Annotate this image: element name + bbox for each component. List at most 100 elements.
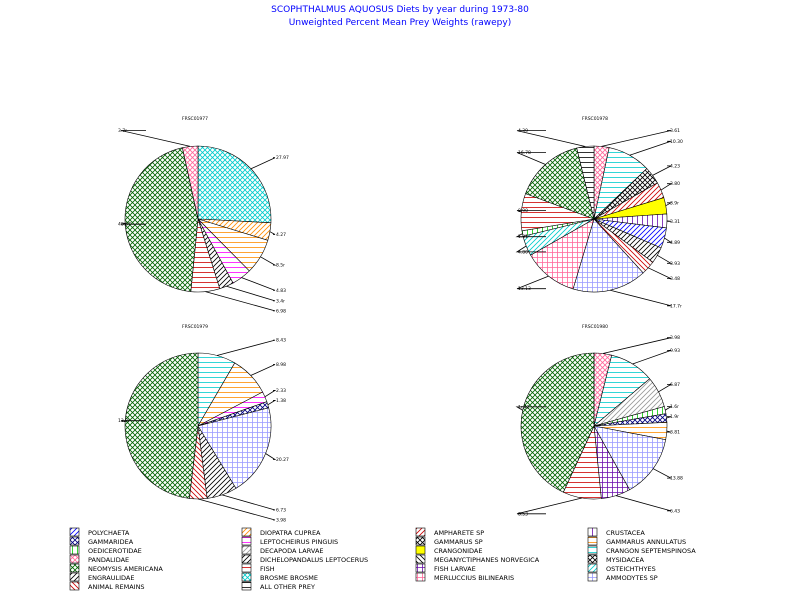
slice-value-label: 6.87	[670, 382, 680, 388]
leader-line	[516, 275, 549, 290]
legend-swatch	[241, 545, 252, 555]
legend-label: CRANGONIDAE	[434, 547, 482, 555]
slice-value-label: 3.81	[670, 430, 680, 436]
pie-slice-ammodytes-sp	[572, 218, 644, 293]
pie-title: FRSC01980	[582, 324, 608, 330]
leader-line	[666, 430, 672, 433]
leader-line	[226, 285, 276, 302]
legend-item-crangonidae: CRANGONIDAE	[415, 545, 482, 555]
pie-chart: FRSC01979 8.43 8.98 2.33 1.38 20.27 6.73 3.98 13…	[118, 324, 289, 524]
leader-line	[269, 231, 276, 235]
legend-label: POLYCHAETA	[88, 529, 130, 537]
leader-line	[120, 130, 191, 147]
slice-value-label: 4.27	[276, 232, 286, 238]
leader-line	[610, 289, 672, 307]
legend-item-ammodytes-sp: AMMODYTES SP	[587, 572, 658, 582]
legend-swatch	[587, 536, 598, 546]
slice-value-label: 4.39	[518, 128, 528, 134]
legend-item-all-other-prey: ALL OTHER PREY	[241, 581, 315, 591]
legend-item-fish: FISH	[241, 563, 275, 573]
leader-line	[516, 210, 546, 213]
legend-label: DIOPATRA CUPREA	[260, 529, 321, 537]
slice-value-label: 4.83	[276, 288, 286, 294]
legend-label: GAMMARUS ANNULATUS	[606, 538, 686, 546]
legend-label: MEGANYCTIPHANES NORVEGICA	[434, 556, 540, 564]
leader-line	[216, 339, 276, 356]
legend-label: CRUSTACEA	[606, 529, 645, 537]
legend-swatch	[241, 554, 252, 564]
legend-label: BROSME BROSME	[260, 574, 318, 582]
slice-value-label: 3.98	[670, 335, 680, 341]
legend-swatch	[69, 545, 80, 555]
pie-slice-neomysis-americana	[124, 147, 199, 292]
legend-label: MERLUCCIUS BILINEARIS	[434, 574, 514, 582]
leader-line	[250, 157, 276, 170]
leader-line	[515, 245, 546, 253]
slice-value-label: 48.67	[118, 222, 131, 228]
pie-slice-brosme-brosme	[197, 145, 272, 224]
slice-value-label: 10.30	[670, 139, 683, 145]
leader-line	[515, 233, 546, 238]
legend-item-diopatra-cuprea: DIOPATRA CUPREA	[241, 527, 321, 537]
leader-line	[664, 237, 673, 243]
slice-value-label: 27.97	[276, 155, 289, 161]
legend-item-mysidacea: MYSIDACEA	[587, 554, 644, 564]
leader-line	[615, 495, 672, 512]
legend-item-osteichthyes: OSTEICHTHYES	[587, 563, 656, 573]
pie-chart: FRSC01980 3.98 9.93 6.87 1.6r 1.9r 3.81 13.88 6.…	[515, 324, 683, 517]
slice-value-label: 8.5r	[276, 263, 285, 269]
pie-chart: FRSC01977 27.97 4.27 8.5r 4.83 3.4r 6.98 3.7r 48…	[118, 116, 289, 314]
pie-slice-ammodytes-sp	[593, 425, 667, 491]
legend-item-crustacea: CRUSTACEA	[587, 527, 645, 537]
legend-swatch	[241, 527, 252, 537]
slice-value-label: 6.98	[276, 308, 286, 314]
leader-line	[221, 494, 276, 511]
slice-value-label: 3.31	[670, 219, 680, 225]
legend-label: CRANGON SEPTEMSPINOSA	[606, 547, 696, 555]
slice-value-label: 3.4r	[276, 298, 285, 304]
leader-line	[632, 349, 672, 365]
slice-value-label: 3.80	[670, 181, 680, 187]
leader-line	[516, 152, 546, 165]
legend-label: OEDICEROTIDAE	[88, 547, 142, 555]
legend-label: ENGRAULIDAE	[88, 574, 134, 582]
legend-label: AMMODYTES SP	[606, 574, 658, 582]
slice-value-label: 3.93	[670, 261, 680, 267]
legend-swatch	[415, 554, 426, 564]
leader-line	[205, 291, 276, 312]
leader-line	[658, 383, 673, 393]
pies-layer: FRSC01977 27.97 4.27 8.5r 4.83 3.4r 6.98 3.7r 48…	[118, 116, 683, 524]
leader-line	[601, 130, 672, 147]
slice-value-label: 4.89	[670, 240, 680, 246]
legend-item-meganyctiphanes-norvegica: MEGANYCTIPHANES NORVEGICA	[415, 554, 540, 564]
legend-item-animal-remains: ANIMAL REMAINS	[69, 581, 145, 591]
slice-value-label: 3.48	[670, 276, 680, 282]
slice-value-label: 1r.42	[518, 404, 530, 410]
pie-slice-all-other-prey	[576, 145, 595, 220]
legend-label: GAMMARUS SP	[434, 538, 483, 546]
legend-swatch	[415, 527, 426, 537]
leader-line	[265, 453, 277, 460]
leader-line	[198, 498, 276, 521]
leader-line	[250, 364, 276, 376]
pie-slice-neomysis-americana	[124, 352, 199, 499]
legend-item-leptocheirus-pinguis: LEPTOCHEIRUS PINGUIS	[241, 536, 338, 546]
leader-line	[516, 497, 582, 515]
legend-swatch	[587, 572, 598, 582]
leader-line	[241, 277, 276, 291]
legend-swatch	[415, 536, 426, 546]
slice-value-label: 1.38	[276, 398, 286, 404]
leader-line	[515, 406, 546, 411]
slice-value-label: 8.90	[518, 208, 528, 214]
leader-line	[648, 267, 672, 280]
legend-label: PANDALIDAE	[88, 556, 129, 564]
legend-item-decapoda-larvae: DECAPODA LARVAE	[241, 545, 324, 555]
slice-value-label: 1.31	[518, 234, 528, 240]
leader-line	[665, 202, 673, 207]
legend-item-dichelopandalus-leptocerus: DICHELOPANDALUS LEPTOCERUS	[241, 554, 368, 564]
leader-line	[660, 183, 673, 191]
legend-label: LEPTOCHEIRUS PINGUIS	[260, 538, 338, 546]
legend-label: ALL OTHER PREY	[260, 583, 315, 591]
legend-swatch	[69, 581, 80, 591]
